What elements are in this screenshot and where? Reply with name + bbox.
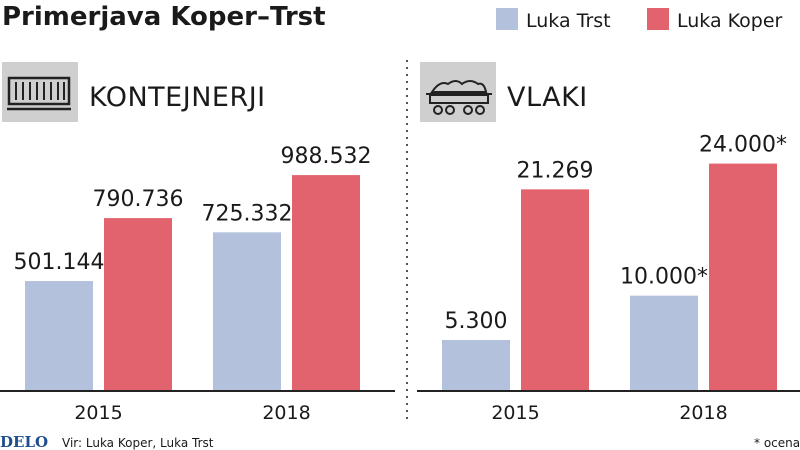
bar-containers-koper-2018 bbox=[292, 175, 360, 390]
legend-swatch-koper bbox=[647, 8, 669, 30]
tick-label-containers-2018: 2018 bbox=[262, 402, 310, 424]
data-label-containers-trst-2018: 725.332 bbox=[202, 201, 293, 226]
bar-trains-trst-2015 bbox=[442, 340, 510, 390]
data-label-containers-trst-2015: 501.144 bbox=[14, 250, 105, 275]
legend-label-trst: Luka Trst bbox=[526, 10, 611, 32]
legend: Luka Trst Luka Koper bbox=[496, 8, 783, 32]
train-wagon-icon bbox=[420, 62, 496, 122]
bar-trains-koper-2018 bbox=[709, 163, 777, 390]
bar-containers-trst-2015 bbox=[25, 281, 93, 390]
data-label-trains-koper-2015: 21.269 bbox=[517, 158, 594, 183]
bar-trains-koper-2015 bbox=[521, 189, 589, 390]
tick-label-containers-2015: 2015 bbox=[74, 402, 122, 424]
panel-title-trains: VLAKI bbox=[507, 82, 588, 113]
chart-title: Primerjava Koper–Trst bbox=[2, 2, 326, 32]
container-icon bbox=[2, 62, 78, 122]
delo-logo: DELO bbox=[0, 433, 48, 450]
bar-trains-trst-2018 bbox=[630, 295, 698, 390]
legend-swatch-trst bbox=[496, 8, 518, 30]
legend-label-koper: Luka Koper bbox=[677, 10, 783, 32]
tick-label-trains-2015: 2015 bbox=[491, 402, 539, 424]
data-label-containers-koper-2018: 988.532 bbox=[281, 144, 372, 169]
data-label-trains-trst-2015: 5.300 bbox=[445, 309, 508, 334]
source-note: Vir: Luka Koper, Luka Trst bbox=[62, 436, 214, 450]
data-label-trains-koper-2018: 24.000* bbox=[699, 133, 787, 158]
bars-layer: 501.144 790.736 2015 725.332 988.532 2018 5.30… bbox=[0, 133, 800, 424]
bar-containers-koper-2015 bbox=[104, 218, 172, 390]
data-label-containers-koper-2015: 790.736 bbox=[93, 187, 184, 212]
data-label-trains-trst-2018: 10.000* bbox=[620, 265, 708, 290]
panel-title-containers: KONTEJNERJI bbox=[89, 82, 266, 113]
bar-containers-trst-2018 bbox=[213, 232, 281, 390]
estimate-note: * ocena bbox=[754, 436, 800, 450]
tick-label-trains-2018: 2018 bbox=[679, 402, 727, 424]
